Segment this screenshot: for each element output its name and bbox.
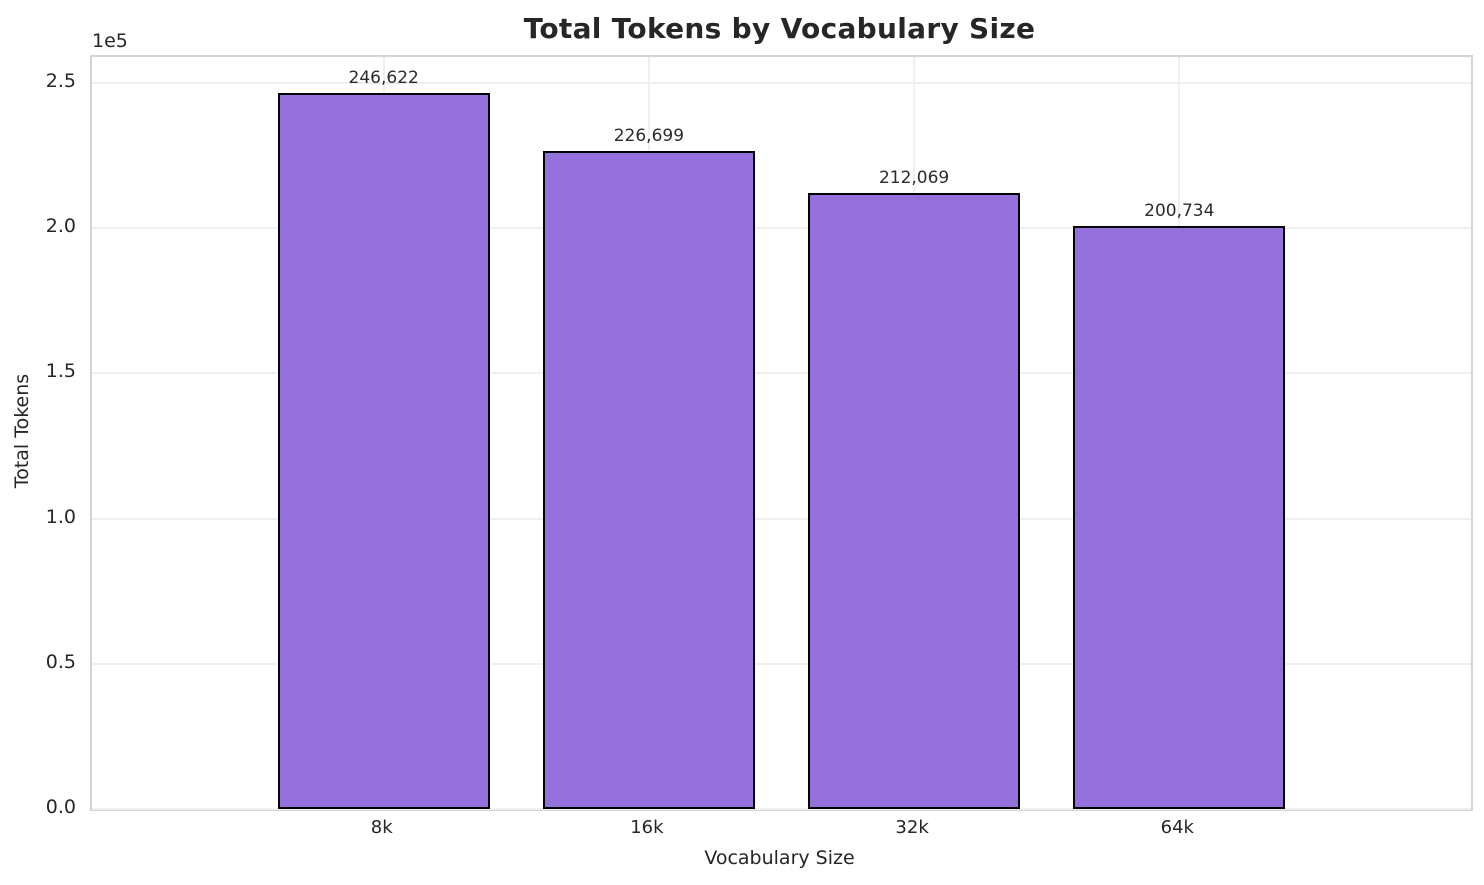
bar-value-label: 246,622 [348,67,419,88]
y-tick-label: 0.0 [45,796,76,818]
y-gridline [92,81,1471,84]
bar-64k [1073,226,1286,809]
bar-value-label: 200,734 [1144,201,1215,222]
bar-value-label: 212,069 [878,168,950,189]
x-tick-label-32k: 32k [895,817,929,838]
chart-title: Total Tokens by Vocabulary Size [523,12,1036,45]
x-tick-label-8k: 8k [370,817,393,838]
bar-32k [808,193,1021,809]
x-tick-label-16k: 16k [630,817,664,838]
y-tick-label: 2.0 [45,215,76,238]
x-axis-label: Vocabulary Size [704,847,855,869]
bar-value-label: 226,699 [613,125,685,146]
y-tick-label: 1.5 [45,360,76,383]
x-tick-label-64k: 64k [1160,817,1194,838]
y-tick-label: 0.5 [45,650,76,673]
bar-8k [277,92,490,809]
y-gridline [92,662,1471,665]
y-gridline [92,808,1471,810]
y-gridline [92,372,1471,375]
bar-16k [542,150,755,809]
y-gridline [92,517,1471,520]
plot-area: 246,622 226,699 212,069 200,734 [90,55,1473,811]
y-tick-label: 2.5 [45,69,76,92]
y-tick-label: 1.0 [45,505,76,528]
y-axis-offset-text: 1e5 [92,30,128,52]
y-gridline [92,227,1471,230]
y-axis-label: Total Tokens [11,373,33,489]
